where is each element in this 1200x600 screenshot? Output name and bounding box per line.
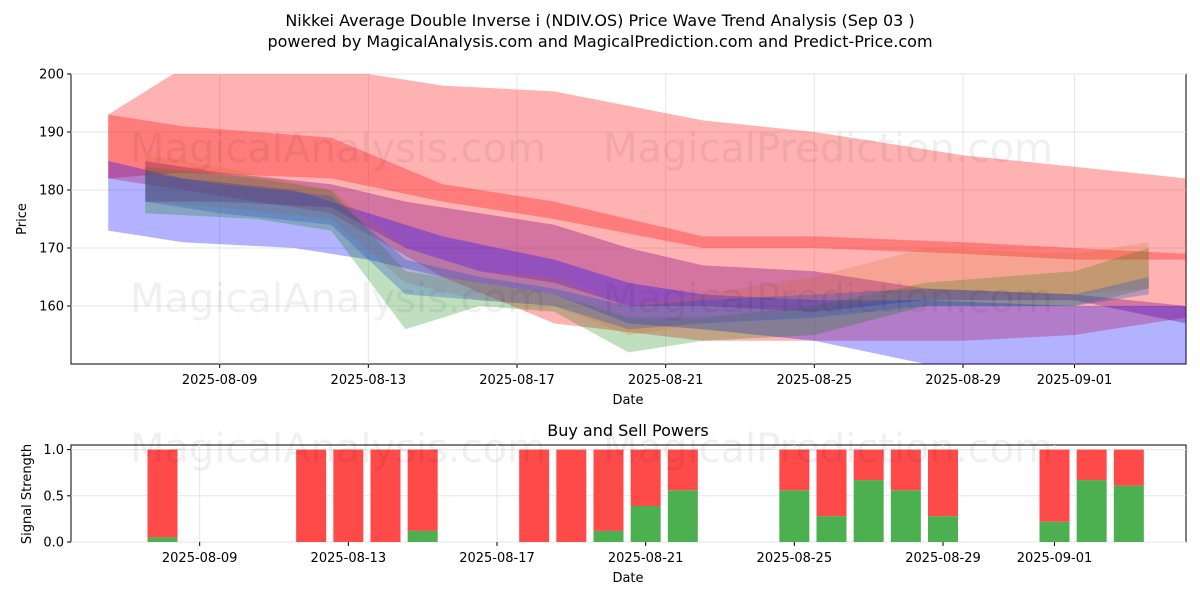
x-tick-label: 2025-08-25	[757, 551, 833, 566]
y-tick-label: 0.0	[43, 536, 64, 551]
buy-bar	[816, 516, 847, 542]
sell-bar	[1076, 449, 1107, 481]
signal-plot-frame	[70, 444, 1187, 543]
watermark: MagicalAnalysis.com	[130, 126, 546, 172]
y-tick-label: 1.0	[43, 443, 64, 458]
x-tick-label: 2025-08-17	[459, 551, 535, 566]
y-tick-label: 200	[39, 68, 64, 83]
sell-bar	[667, 449, 698, 491]
buy-bar	[1076, 480, 1107, 542]
x-tick-label: 2025-09-01	[1037, 373, 1113, 388]
signal-x-ticks: 2025-08-09 2025-08-13 2025-08-17 2025-08-21…	[162, 542, 1092, 566]
sell-bar	[1113, 449, 1144, 486]
x-tick-label: 2025-08-09	[162, 551, 238, 566]
sell-bar	[147, 449, 178, 538]
sell-bar	[407, 449, 438, 531]
buy-bar	[630, 505, 661, 542]
price-x-ticks: 2025-08-09 2025-08-13 2025-08-17 2025-08-21…	[182, 364, 1112, 388]
price-plot-frame	[70, 73, 1187, 365]
band-red-upper	[108, 74, 1186, 260]
sell-bar	[593, 449, 624, 531]
sell-bar	[556, 449, 587, 542]
price-bands	[108, 74, 1186, 364]
buy-bar	[147, 537, 178, 542]
x-tick-label: 2025-08-29	[905, 551, 981, 566]
sell-bar	[928, 449, 958, 517]
watermark: MagicalPrediction.com	[603, 126, 1053, 172]
x-tick-label: 2025-08-09	[182, 373, 258, 388]
buy-bar	[928, 516, 958, 542]
x-tick-label: 2025-09-01	[1017, 551, 1093, 566]
price-y-ticks: 160 170 180 190 200	[39, 68, 71, 315]
watermark: MagicalPrediction.com	[603, 426, 1053, 472]
sell-bar	[370, 449, 401, 542]
y-tick-label: 180	[39, 184, 64, 199]
sell-bar	[853, 449, 884, 481]
signal-chart-title: Buy and Sell Powers	[547, 421, 709, 440]
buy-bar	[1039, 521, 1070, 542]
signal-x-label: Date	[612, 571, 643, 586]
sell-bar	[630, 449, 661, 506]
band-purple	[145, 161, 1186, 324]
sell-bar	[333, 449, 364, 542]
price-y-label: Price	[15, 203, 30, 235]
buy-bar	[853, 480, 884, 542]
buy-bar	[890, 490, 921, 542]
y-tick-label: 190	[39, 126, 64, 141]
x-tick-label: 2025-08-21	[628, 373, 704, 388]
y-tick-label: 170	[39, 242, 64, 257]
price-plot: MagicalAnalysis.com MagicalPrediction.co…	[15, 68, 1187, 408]
band-red-lower	[108, 114, 1186, 341]
watermark: MagicalAnalysis.com	[130, 426, 546, 472]
watermark: MagicalAnalysis.com	[130, 276, 546, 322]
x-tick-label: 2025-08-13	[331, 373, 407, 388]
sell-bar	[890, 449, 921, 491]
chart-subtitle: powered by MagicalAnalysis.com and Magic…	[267, 32, 932, 51]
signal-plot: Buy and Sell Powers MagicalAnalysis.com …	[20, 421, 1187, 586]
x-tick-label: 2025-08-25	[777, 373, 853, 388]
x-tick-label: 2025-08-21	[608, 551, 684, 566]
x-tick-label: 2025-08-13	[311, 551, 387, 566]
signal-watermarks: MagicalAnalysis.com MagicalPrediction.co…	[130, 426, 1053, 472]
buy-bar	[1113, 485, 1144, 542]
sell-bar	[519, 449, 550, 542]
band-blue	[108, 161, 1186, 364]
buy-bar	[667, 490, 698, 542]
signal-bars	[147, 449, 1144, 542]
band-green	[145, 166, 1149, 353]
price-watermarks: MagicalAnalysis.com MagicalPrediction.co…	[130, 126, 1053, 322]
buy-bar	[779, 490, 810, 542]
y-tick-label: 0.5	[43, 489, 64, 504]
buy-bar	[593, 530, 624, 542]
watermark: MagicalPrediction.com	[603, 276, 1053, 322]
band-orange	[145, 155, 1149, 335]
sell-bar	[816, 449, 847, 517]
x-tick-label: 2025-08-17	[479, 373, 555, 388]
x-tick-label: 2025-08-29	[925, 373, 1001, 388]
price-grid	[71, 73, 1186, 364]
signal-y-ticks: 0.0 0.5 1.0	[43, 443, 71, 551]
sell-bar	[779, 449, 810, 491]
buy-bar	[407, 530, 438, 542]
sell-bar	[296, 449, 327, 542]
sell-bar	[1039, 449, 1070, 522]
signal-y-label: Signal Strength	[20, 444, 35, 544]
band-steelblue	[145, 172, 1149, 330]
y-tick-label: 160	[39, 300, 64, 315]
chart-title: Nikkei Average Double Inverse i (NDIV.OS…	[285, 11, 914, 30]
price-x-label: Date	[612, 393, 643, 408]
